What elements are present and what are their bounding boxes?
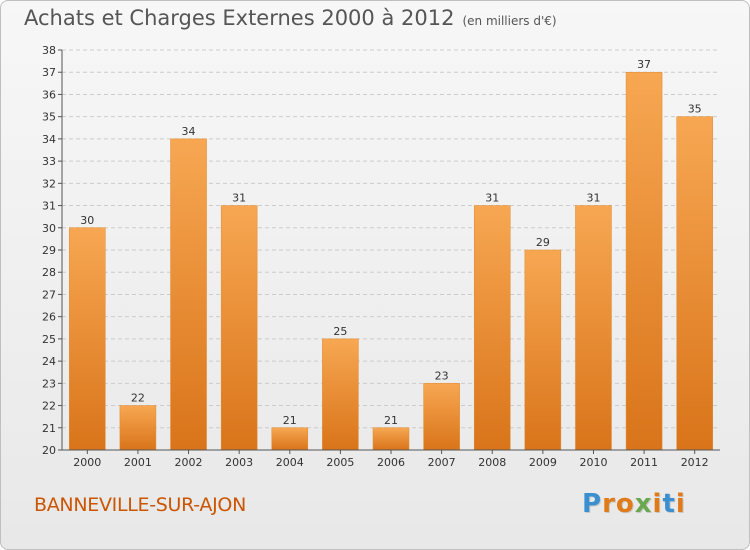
bar bbox=[423, 383, 460, 451]
proxiti-logo: Proxiti bbox=[582, 489, 686, 519]
y-axis-ticks: 20 21 22 23 24 25 26 27 28 29 30 31 32 33 34 35 36 37 38 bbox=[42, 44, 62, 457]
bar bbox=[322, 338, 359, 451]
y-tick-label: 36 bbox=[42, 88, 56, 101]
y-tick-label: 38 bbox=[42, 44, 56, 57]
bars bbox=[69, 71, 713, 451]
x-tick-label: 2004 bbox=[276, 456, 304, 469]
chart-title: Achats et Charges Externes 2000 à 2012 (e… bbox=[24, 6, 557, 30]
data-labels: 30 22 34 31 21 25 21 23 31 29 31 37 35 bbox=[80, 58, 701, 427]
y-tick-label: 26 bbox=[42, 311, 56, 324]
data-label: 23 bbox=[435, 369, 449, 382]
y-tick-label: 35 bbox=[42, 111, 56, 124]
x-tick-label: 2002 bbox=[175, 456, 203, 469]
data-label: 22 bbox=[131, 392, 145, 405]
commune-name: BANNEVILLE-SUR-AJON bbox=[34, 494, 247, 516]
chart-title-text: Achats et Charges Externes 2000 à 2012 bbox=[24, 6, 455, 30]
x-tick-label: 2009 bbox=[529, 456, 557, 469]
y-tick-label: 33 bbox=[42, 155, 56, 168]
logo-letter: o bbox=[615, 489, 635, 519]
data-label: 21 bbox=[283, 414, 297, 427]
y-tick-label: 37 bbox=[42, 66, 56, 79]
bar bbox=[524, 249, 562, 451]
y-tick-label: 22 bbox=[42, 400, 56, 413]
data-label: 29 bbox=[536, 236, 550, 249]
data-label: 21 bbox=[384, 414, 398, 427]
y-tick-label: 30 bbox=[42, 222, 56, 235]
bar bbox=[170, 138, 207, 451]
logo-letter: i bbox=[652, 489, 663, 519]
grid-lines bbox=[62, 49, 720, 451]
logo-letter: r bbox=[602, 489, 616, 519]
x-tick-label: 2008 bbox=[478, 456, 506, 469]
axes bbox=[61, 50, 720, 451]
x-tick-label: 2012 bbox=[681, 456, 709, 469]
y-tick-label: 25 bbox=[42, 333, 56, 346]
data-label: 35 bbox=[688, 103, 702, 116]
bar bbox=[271, 427, 309, 451]
bar bbox=[119, 405, 157, 451]
y-tick-label: 34 bbox=[42, 133, 56, 146]
bar bbox=[220, 205, 258, 451]
x-tick-label: 2011 bbox=[630, 456, 658, 469]
data-label: 34 bbox=[182, 125, 196, 138]
y-tick-label: 31 bbox=[42, 200, 56, 213]
data-label: 25 bbox=[333, 325, 347, 338]
logo-letter: x bbox=[634, 489, 653, 519]
y-tick-label: 29 bbox=[42, 244, 56, 257]
data-label: 37 bbox=[637, 58, 651, 71]
logo-letter: P bbox=[582, 489, 603, 519]
x-tick-label: 2010 bbox=[579, 456, 607, 469]
bar bbox=[372, 427, 410, 451]
logo-letter: i bbox=[675, 489, 686, 519]
bar bbox=[473, 205, 511, 451]
x-tick-label: 2001 bbox=[124, 456, 152, 469]
y-tick-label: 27 bbox=[42, 288, 56, 301]
bar bbox=[625, 71, 663, 451]
y-tick-label: 28 bbox=[42, 266, 56, 279]
data-label: 30 bbox=[80, 214, 94, 227]
bar bbox=[575, 205, 612, 451]
y-tick-label: 32 bbox=[42, 177, 56, 190]
x-axis-ticks: 2000 2001 2002 2003 2004 2005 2006 2007 2008 2009… bbox=[73, 450, 709, 469]
data-label: 31 bbox=[485, 192, 499, 205]
y-tick-label: 23 bbox=[42, 377, 56, 390]
logo-letter: t bbox=[662, 489, 676, 519]
y-tick-label: 24 bbox=[42, 355, 56, 368]
x-tick-label: 2005 bbox=[326, 456, 354, 469]
y-tick-label: 21 bbox=[42, 422, 56, 435]
x-tick-label: 2000 bbox=[73, 456, 101, 469]
x-tick-label: 2003 bbox=[225, 456, 253, 469]
chart-unit: (en milliers d'€) bbox=[462, 14, 557, 28]
data-label: 31 bbox=[586, 192, 600, 205]
data-label: 31 bbox=[232, 192, 246, 205]
bar bbox=[676, 116, 713, 451]
x-tick-label: 2006 bbox=[377, 456, 405, 469]
y-tick-label: 20 bbox=[42, 444, 56, 457]
x-tick-label: 2007 bbox=[428, 456, 456, 469]
bar bbox=[69, 227, 106, 451]
